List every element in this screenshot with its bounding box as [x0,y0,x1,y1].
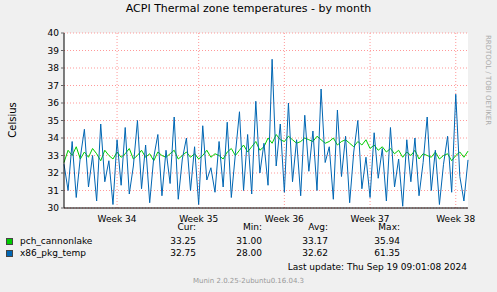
svg-text:39: 39 [48,46,60,56]
html-text:33.17: 33.17 [302,236,328,246]
svg-text:Week 34: Week 34 [98,214,137,224]
html-text:x86_pkg_temp: x86_pkg_temp [20,248,86,258]
html-text:33.25: 33.25 [170,236,196,246]
svg-text:35: 35 [48,116,59,126]
html-text:RRDTOOL / TOBI OETIKER: RRDTOOL / TOBI OETIKER [484,34,492,126]
svg-text:Week 35: Week 35 [179,214,219,225]
svg-text:Week 38: Week 38 [436,214,475,224]
html-text:61.35: 61.35 [374,248,400,258]
html-text:Last update: Thu Sep 19 09:01:: Last update: Thu Sep 19 09:01:08 2024 [287,262,467,272]
svg-text:38: 38 [48,63,60,73]
html-text:32.75: 32.75 [170,248,196,258]
svg-text:Week 36: Week 36 [265,214,304,224]
svg-text:34: 34 [48,133,60,143]
svg-text:31: 31 [48,186,59,196]
svg-text:32: 32 [48,168,59,178]
html-text:Munin 2.0.25-2ubuntu0.16.04.3: Munin 2.0.25-2ubuntu0.16.04.3 [192,277,304,285]
html-text:28.00: 28.00 [236,248,262,258]
html-text:35.94: 35.94 [374,236,400,246]
html-text:Avg:: Avg: [308,222,328,232]
svg-text:Week 37: Week 37 [350,214,390,225]
html-text:32.62: 32.62 [302,248,328,258]
svg-text:33: 33 [48,151,59,161]
html-text:pch_cannonlake: pch_cannonlake [20,236,93,246]
svg-text:40: 40 [48,28,60,38]
svg-text:30: 30 [48,203,60,213]
html-text:Min:: Min: [243,222,262,232]
html-text:Max:: Max: [378,222,400,232]
svg-text:37: 37 [48,81,59,91]
html-text:31.00: 31.00 [236,236,262,246]
svg-text:36: 36 [48,98,60,108]
html-text:Celsius: Celsius [6,102,18,138]
html-text:Cur:: Cur: [177,222,196,232]
html-text:ACPI Thermal zone temperatures: ACPI Thermal zone temperatures - by mont… [125,2,372,15]
